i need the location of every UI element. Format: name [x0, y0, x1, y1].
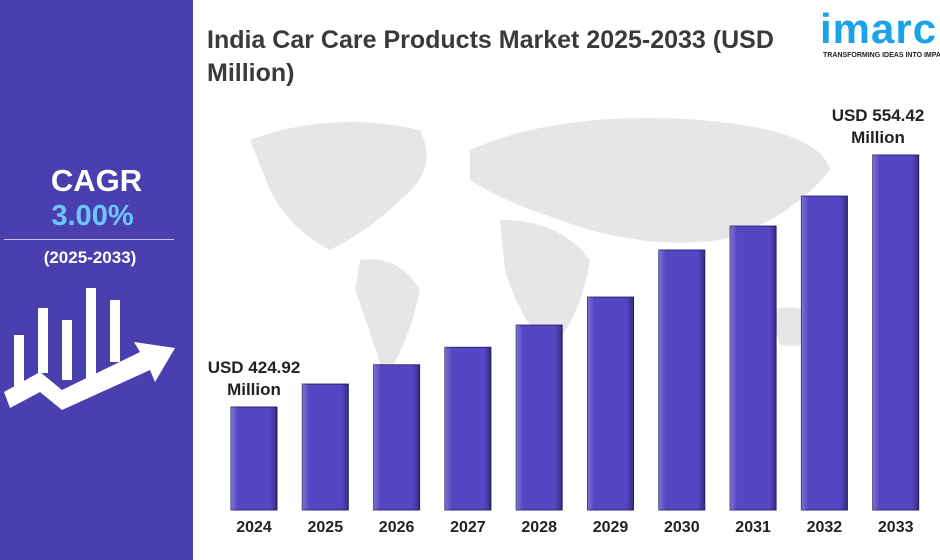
x-tick-label: 2031 — [735, 519, 771, 536]
logo-tagline: TRANSFORMING IDEAS INTO IMPACT — [823, 52, 940, 59]
bar — [800, 195, 848, 511]
bar — [444, 346, 492, 511]
x-tick-label: 2033 — [878, 519, 914, 536]
chart-title: India Car Care Products Market 2025-2033… — [207, 26, 774, 87]
bar — [587, 296, 634, 511]
x-tick-label: 2026 — [379, 519, 415, 536]
logo: imarc TRANSFORMING IDEAS INTO IMPACT — [820, 6, 940, 59]
x-tick-label: 2030 — [664, 519, 700, 536]
growth-icon — [4, 288, 175, 410]
bar — [729, 225, 777, 511]
bar — [658, 249, 706, 511]
x-tick-label: 2028 — [521, 519, 557, 536]
x-tick-label: 2032 — [807, 519, 843, 536]
bar — [373, 364, 421, 511]
cagr-value: 3.00% — [51, 200, 134, 232]
cagr-label: CAGR — [50, 163, 143, 198]
value-label: USD 554.42 Million — [831, 106, 925, 147]
cagr-period: (2025-2033) — [43, 248, 137, 267]
x-tick-label: 2027 — [450, 519, 486, 536]
value-label: USD 424.92 Million — [207, 358, 301, 399]
x-tick-label: 2025 — [308, 519, 344, 536]
logo-name: imarc — [820, 6, 938, 52]
x-tick-label: 2029 — [593, 519, 629, 536]
divider — [4, 239, 174, 240]
x-tick-label: 2024 — [236, 519, 272, 536]
bar — [301, 383, 349, 511]
bar — [515, 324, 563, 511]
bar — [230, 406, 278, 511]
sidebar: CAGR 3.00% (2025-2033) — [0, 0, 193, 560]
bar — [872, 154, 920, 511]
